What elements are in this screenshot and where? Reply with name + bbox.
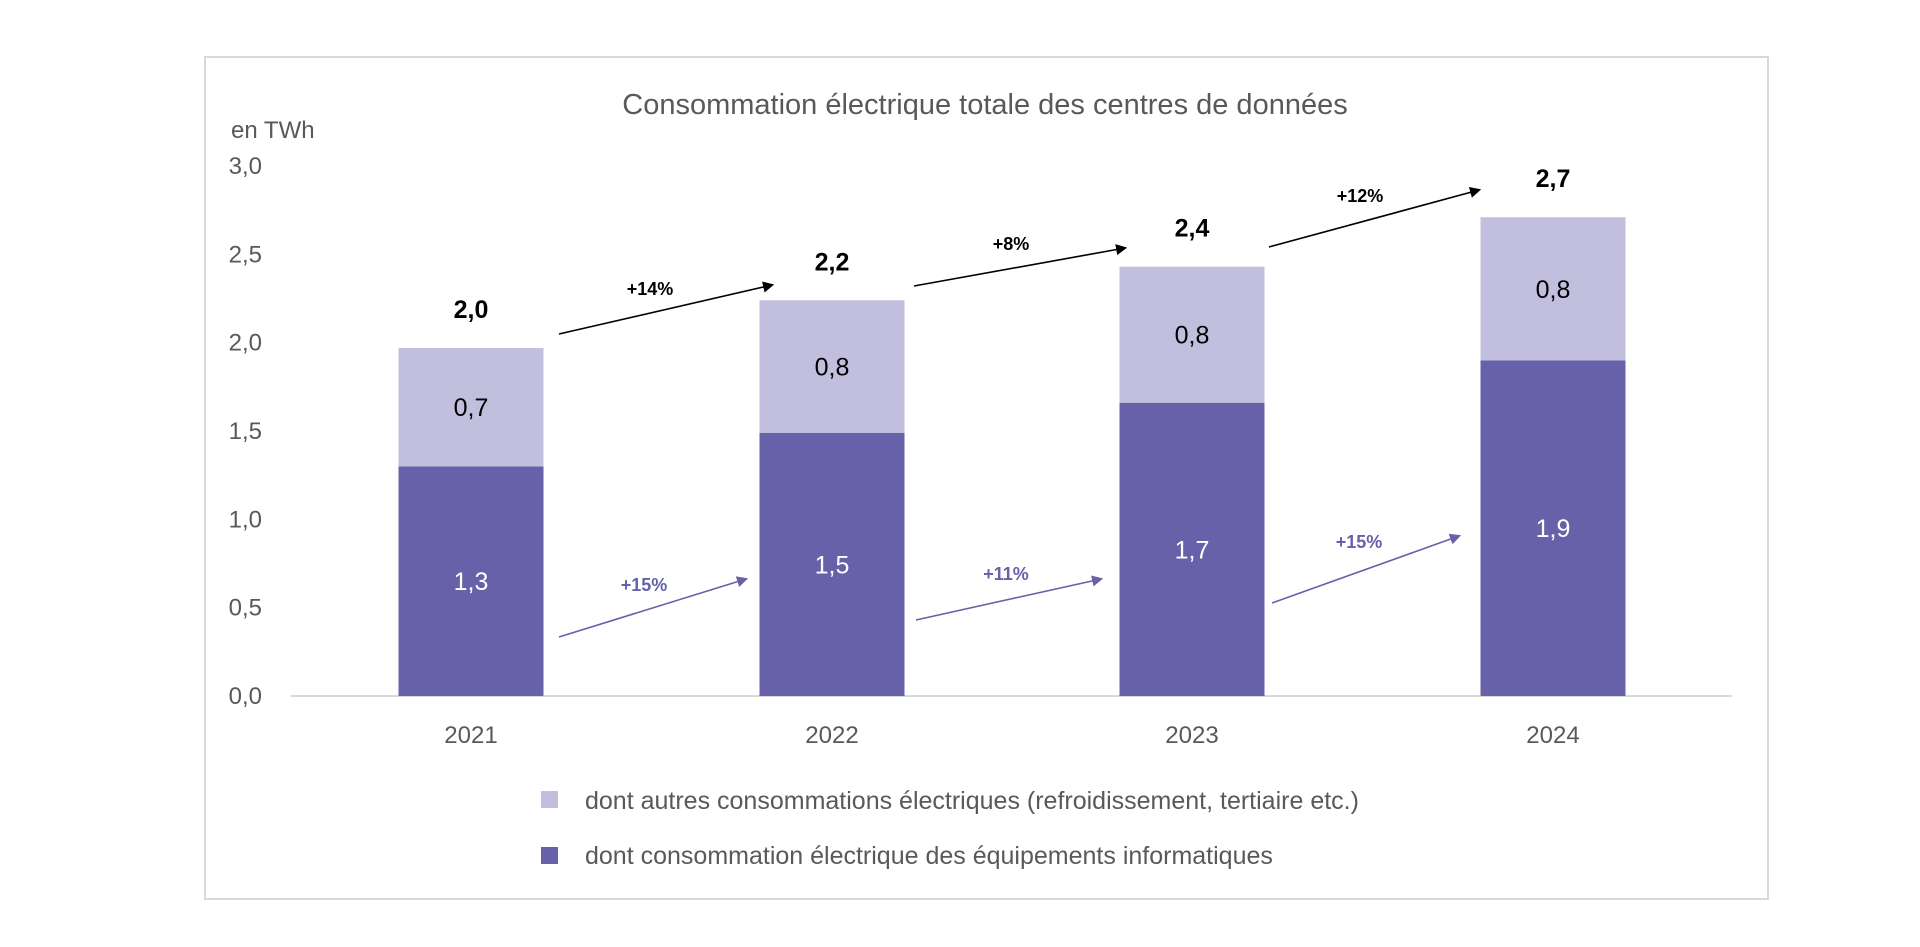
bar-segment-other [1480, 217, 1626, 361]
it-growth-label: +15% [621, 575, 668, 595]
bar-label-other: 0,7 [454, 394, 489, 422]
bar-label-it: 1,9 [1536, 515, 1571, 543]
total-growth-arrow [558, 281, 775, 335]
y-tick-label: 2,5 [229, 241, 262, 268]
bar-segment-other [1119, 266, 1265, 403]
bar-segment-it [759, 432, 905, 696]
growth-arrows: +14% +8% +12% +15% +11% +15% [558, 186, 1482, 638]
bar-total-label: 2,2 [815, 248, 850, 276]
x-tick-label: 2024 [1526, 722, 1579, 749]
it-growth-arrow [915, 575, 1104, 621]
it-growth-arrow [558, 576, 749, 638]
legend: dont autres consommations électriques (r… [541, 787, 1359, 870]
bar-segment-it [1119, 402, 1265, 696]
total-growth-label: +14% [627, 279, 674, 299]
bar-segment-it [1480, 360, 1626, 696]
it-growth-label: +11% [983, 564, 1029, 584]
legend-label-it: dont consommation électrique des équipem… [585, 842, 1273, 870]
bar-label-other: 0,8 [1175, 322, 1210, 350]
legend-swatch-other [541, 791, 558, 808]
bar-segment-other [759, 300, 905, 433]
y-tick-label: 1,5 [229, 418, 262, 445]
y-tick-label: 1,0 [229, 506, 262, 533]
total-growth-label: +8% [993, 234, 1030, 254]
chart-title: Consommation électrique totale des centr… [622, 89, 1347, 121]
total-growth-arrow [1268, 186, 1482, 248]
x-tick-label: 2023 [1165, 722, 1218, 749]
legend-label-other: dont autres consommations électriques (r… [585, 787, 1359, 815]
bar-segment-it [398, 466, 544, 696]
bar-total-label: 2,4 [1175, 215, 1210, 243]
y-tick-label: 2,0 [229, 330, 262, 357]
legend-swatch-it [541, 847, 558, 864]
y-tick-label: 0,5 [229, 595, 262, 622]
y-tick-label: 3,0 [229, 153, 262, 180]
it-growth-label: +15% [1336, 532, 1383, 552]
y-axis-ticks: 0,0 0,5 1,0 1,5 2,0 2,5 3,0 [229, 153, 262, 710]
x-axis-ticks: 2021 2022 2023 2024 [444, 722, 1579, 749]
bar-label-it: 1,5 [815, 551, 850, 579]
total-growth-label: +12% [1337, 186, 1384, 206]
bar-segment-other [398, 347, 544, 467]
x-tick-label: 2021 [444, 722, 497, 749]
bar-total-label: 2,0 [454, 296, 489, 324]
bar-label-other: 0,8 [1536, 276, 1571, 304]
bar-label-it: 1,7 [1175, 536, 1210, 564]
bar-label-it: 1,3 [454, 568, 489, 596]
it-growth-arrow [1271, 533, 1462, 604]
bars: 1,3 0,7 2,0 1,5 0,8 2,2 1,7 0,8 2,4 1,9 0,8 2,7 [398, 165, 1626, 696]
bar-total-label: 2,7 [1536, 165, 1571, 193]
y-axis-unit-label: en TWh [231, 117, 315, 144]
bar-label-other: 0,8 [815, 354, 850, 382]
total-growth-arrow [913, 244, 1128, 287]
x-tick-label: 2022 [805, 722, 858, 749]
y-tick-label: 0,0 [229, 683, 262, 710]
